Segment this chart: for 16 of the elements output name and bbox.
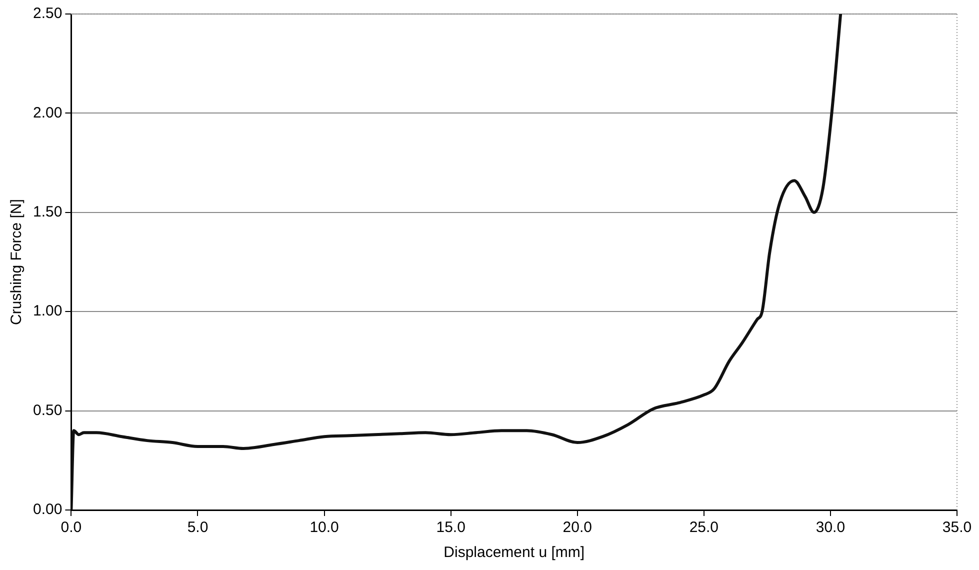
y-tick-label: 2.00 <box>32 104 62 122</box>
x-tick-label: 5.0 <box>187 519 208 536</box>
y-tick-label: 1.00 <box>32 302 62 320</box>
x-tick-label: 25.0 <box>689 519 719 536</box>
x-tick-label: 15.0 <box>436 519 466 536</box>
x-tick-label: 10.0 <box>310 519 339 536</box>
x-axis-title: Displacement u [mm] <box>444 544 585 562</box>
y-tick-label: 0.50 <box>32 402 62 419</box>
x-tick-label: 0.0 <box>60 519 82 536</box>
y-tick-label: 2.50 <box>32 5 62 22</box>
y-axis-title: Crushing Force [N] <box>8 199 26 325</box>
y-tick-label: 0.00 <box>32 501 62 518</box>
y-tick-label: 1.50 <box>32 204 62 221</box>
x-tick-label: 35.0 <box>942 519 972 536</box>
x-tick-label: 30.0 <box>816 519 846 536</box>
x-tick-label: 20.0 <box>562 519 592 536</box>
